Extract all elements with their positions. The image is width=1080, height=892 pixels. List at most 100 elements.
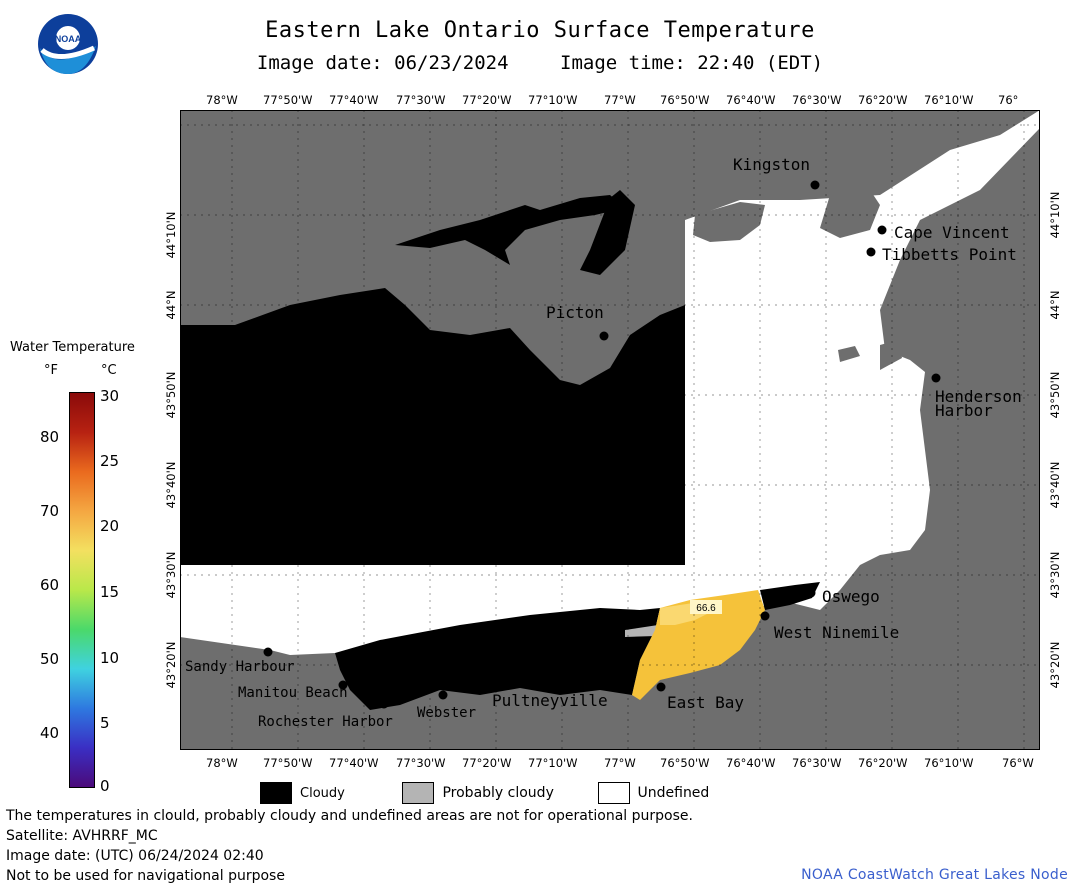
top-tick: 76°50'W — [660, 93, 710, 107]
legend-probably-cloudy: Probably cloudy — [402, 782, 563, 804]
credit-link[interactable]: NOAA CoastWatch Great Lakes Node — [801, 867, 1068, 883]
c-tick: 5 — [100, 714, 110, 732]
top-tick: 76° — [998, 93, 1019, 107]
label-kingston: Kingston — [733, 155, 810, 174]
top-tick: 78°W — [206, 93, 238, 107]
cloud-oswego — [760, 582, 820, 610]
lat-tick: 43°50'N — [1048, 372, 1062, 419]
label-west-ninemile: West Ninemile — [774, 623, 899, 642]
c-tick: 10 — [100, 649, 120, 667]
lat-tick: 43°40'N — [1048, 462, 1062, 509]
top-tick: 77°30'W — [396, 93, 446, 107]
temperature-map: 66.6 Kingston Cape Vincent Tibbetts Poin… — [180, 110, 1040, 750]
bottom-tick: 76°50'W — [660, 756, 710, 770]
bottom-tick: 76°40'W — [726, 756, 776, 770]
dot-west-ninemile — [760, 611, 770, 621]
lat-tick: 43°30'N — [1048, 552, 1062, 599]
dot-rochester-harbor — [379, 699, 389, 709]
label-henderson: Henderson — [935, 387, 1022, 406]
dot-webster — [438, 690, 448, 700]
bottom-tick: 77°40'W — [329, 756, 379, 770]
cloud-bay-quinte — [395, 195, 625, 265]
cloud-peninsula — [580, 190, 635, 275]
label-picton: Picton — [546, 303, 604, 322]
bottom-tick: 77°10'W — [528, 756, 578, 770]
lat-tick: 44°10'N — [164, 212, 178, 259]
lat-lon-grid — [180, 110, 1040, 750]
top-tick: 76°40'W — [726, 93, 776, 107]
colorbar-title: Water Temperature — [10, 340, 135, 355]
c-tick: 25 — [100, 452, 120, 470]
footer-disclaimer: The temperatures in clould, probably clo… — [6, 808, 693, 824]
footer-satellite: Satellite: AVHRRF_MC — [6, 828, 158, 844]
temp-label-box — [690, 600, 722, 614]
bottom-tick: 77°30'W — [396, 756, 446, 770]
f-tick: 60 — [40, 576, 60, 594]
bottom-tick: 77°20'W — [462, 756, 512, 770]
label-east-bay: East Bay — [667, 693, 744, 712]
label-tibbetts-point: Tibbetts Point — [882, 245, 1017, 264]
city-markers — [263, 180, 941, 709]
dot-manitou-beach — [338, 680, 348, 690]
bottom-tick: 76°30'W — [792, 756, 842, 770]
f-tick: 40 — [40, 724, 60, 742]
legend-swatch-cloudy — [260, 782, 292, 804]
image-date: Image date: 06/23/2024 — [256, 52, 509, 74]
label-oswego: Oswego — [822, 587, 880, 606]
dot-picton — [599, 331, 609, 341]
colorbar-unit-f: °F — [44, 363, 58, 378]
cloud-north — [180, 288, 685, 565]
footer-utc-date: Image date: (UTC) 06/24/2024 02:40 — [6, 848, 264, 864]
legend-swatch-probably-cloudy — [402, 782, 435, 804]
image-time: Image time: 22:40 (EDT) — [560, 52, 824, 74]
logo-text: NOAA — [55, 34, 82, 44]
label-rochester-harbor: Rochester Harbor — [258, 714, 393, 730]
island-howe — [820, 190, 880, 238]
bottom-tick: 77°W — [604, 756, 636, 770]
lat-tick: 43°30'N — [164, 552, 178, 599]
top-tick: 76°30'W — [792, 93, 842, 107]
top-tick: 76°10'W — [924, 93, 974, 107]
noaa-logo: NOAA — [38, 14, 98, 74]
lat-tick: 44°N — [1048, 291, 1062, 320]
dot-oswego — [806, 588, 816, 598]
dot-cape-vincent — [877, 225, 887, 235]
label-harbor: Harbor — [935, 401, 993, 420]
legend-swatch-undefined — [597, 782, 630, 804]
label-sandy-harbour: Sandy Harbour — [185, 659, 295, 675]
bottom-tick: 77°50'W — [263, 756, 313, 770]
colorbar-unit-c: °C — [101, 363, 117, 378]
legend-cloudy: Cloudy — [260, 782, 354, 804]
dot-kingston — [810, 180, 820, 190]
top-tick: 77°20'W — [462, 93, 512, 107]
top-tick: 77°10'W — [528, 93, 578, 107]
image-datetime: Image date: 06/23/2024 Image time: 22:40… — [0, 52, 1080, 74]
lat-tick: 44°N — [164, 291, 178, 320]
top-tick: 77°40'W — [329, 93, 379, 107]
probably-cloudy-area — [625, 625, 658, 637]
lat-tick: 43°50'N — [164, 372, 178, 419]
label-cape-vincent: Cape Vincent — [894, 223, 1010, 242]
legend: Cloudy Probably cloudy Undefined — [260, 782, 709, 804]
c-tick: 30 — [100, 387, 120, 405]
f-tick: 70 — [40, 502, 60, 520]
label-pultneyville: Pultneyville — [492, 691, 608, 710]
dot-tibbetts-point — [866, 247, 876, 257]
bottom-tick: 76°20'W — [858, 756, 908, 770]
lat-ticks-right: 44°10'N 44°N 43°50'N 43°40'N 43°30'N 43°… — [1048, 192, 1062, 689]
bottom-tick: 78°W — [206, 756, 238, 770]
f-tick: 50 — [40, 650, 60, 668]
lat-tick: 44°10'N — [1048, 192, 1062, 239]
lat-tick: 43°20'N — [164, 642, 178, 689]
place-labels: Kingston Cape Vincent Tibbetts Point Pic… — [185, 155, 1022, 730]
page-title: Eastern Lake Ontario Surface Temperature — [265, 18, 815, 43]
dot-sandy-harbour — [263, 647, 273, 657]
lat-tick: 43°20'N — [1048, 642, 1062, 689]
dot-henderson-harbor — [931, 373, 941, 383]
island-wolfe — [693, 202, 765, 242]
top-tick: 76°20'W — [858, 93, 908, 107]
top-tick: 77°W — [604, 93, 636, 107]
cloud-south — [335, 608, 660, 710]
lat-tick: 43°40'N — [164, 462, 178, 509]
colorbar-gradient — [69, 392, 95, 788]
